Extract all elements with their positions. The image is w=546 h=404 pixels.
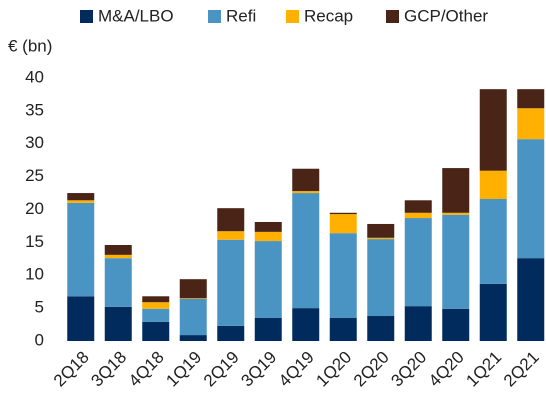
bar-segment	[329, 233, 357, 318]
bar-segment	[217, 325, 245, 341]
bar-segment	[292, 168, 320, 192]
bar-segment	[329, 212, 357, 215]
y-tick-label: 10	[25, 265, 44, 284]
bar-segment	[517, 258, 545, 341]
x-tick-label: 3Q19	[237, 348, 280, 391]
bar-segment	[217, 231, 245, 240]
bar-segment	[367, 237, 395, 240]
bar-segment	[517, 89, 545, 109]
bar-segment	[479, 283, 507, 341]
x-tick-label: 2Q21	[500, 348, 543, 391]
bar-segment	[67, 296, 95, 341]
bar-segment	[217, 239, 245, 326]
bar-segment	[104, 245, 132, 255]
bar-segment	[292, 191, 320, 194]
legend-label: M&A/LBO	[98, 6, 174, 25]
y-tick-label: 35	[25, 100, 44, 119]
legend-label: GCP/Other	[404, 6, 488, 25]
x-tick-label: 2Q19	[200, 348, 243, 391]
legend-label: Refi	[226, 6, 256, 25]
bar-segment	[367, 239, 395, 317]
y-tick-label: 25	[25, 166, 44, 185]
bar-segment	[517, 139, 545, 259]
bar-segment	[67, 202, 95, 297]
bar-segment	[67, 193, 95, 201]
x-tick-label: 1Q20	[312, 348, 355, 391]
bar-segment	[442, 214, 470, 309]
bar-segment	[67, 200, 95, 203]
bar-segment	[104, 254, 132, 259]
bar-segment	[179, 279, 207, 299]
y-tick-label: 40	[25, 67, 44, 86]
x-tick-label: 4Q18	[125, 348, 168, 391]
y-tick-label: 0	[35, 330, 44, 349]
bar-segment	[517, 108, 545, 140]
legend-swatch	[386, 10, 399, 23]
bar-segment	[142, 321, 170, 341]
bar-segment	[292, 193, 320, 309]
x-tick-label: 2Q20	[350, 348, 393, 391]
bar-segment	[254, 231, 282, 242]
bar-segment	[479, 170, 507, 199]
x-tick-label: 1Q21	[462, 348, 505, 391]
bar-segment	[254, 317, 282, 341]
legend-swatch	[208, 10, 221, 23]
bar-segment	[442, 168, 470, 213]
bar-segment	[367, 316, 395, 341]
bar-segment	[479, 89, 507, 171]
legend-swatch	[286, 10, 299, 23]
y-tick-label: 15	[25, 232, 44, 251]
bar-segment	[404, 306, 432, 341]
bar-segment	[329, 214, 357, 234]
x-tick-label: 4Q20	[425, 348, 468, 391]
bar-segment	[104, 306, 132, 341]
y-tick-label: 5	[35, 298, 44, 317]
bar-segment	[179, 298, 207, 336]
bar-segment	[442, 308, 470, 341]
x-tick-label: 3Q20	[387, 348, 430, 391]
bar-segment	[404, 200, 432, 213]
bar-segment	[404, 212, 432, 219]
legend-label: Recap	[304, 6, 353, 25]
bar-segment	[217, 208, 245, 232]
legend-swatch	[80, 10, 93, 23]
bar-segment	[367, 223, 395, 238]
y-tick-label: 30	[25, 133, 44, 152]
y-axis-label: € (bn)	[8, 36, 52, 55]
bar-segment	[142, 308, 170, 322]
bar-segment	[142, 296, 170, 303]
bar-segment	[479, 198, 507, 284]
bar-segment	[292, 308, 320, 341]
bar-segment	[442, 212, 470, 215]
bar-segment	[104, 258, 132, 307]
bar-segment	[254, 241, 282, 318]
bar-segment	[254, 221, 282, 232]
x-tick-label: 1Q19	[162, 348, 205, 391]
y-tick-label: 20	[25, 199, 44, 218]
bar-segment	[404, 218, 432, 307]
bar-segment	[179, 335, 207, 341]
x-tick-label: 3Q18	[87, 348, 130, 391]
x-tick-label: 4Q19	[275, 348, 318, 391]
bar-segment	[329, 317, 357, 341]
bar-segment	[179, 298, 207, 299]
bar-segment	[142, 302, 170, 309]
x-tick-label: 2Q18	[50, 348, 93, 391]
